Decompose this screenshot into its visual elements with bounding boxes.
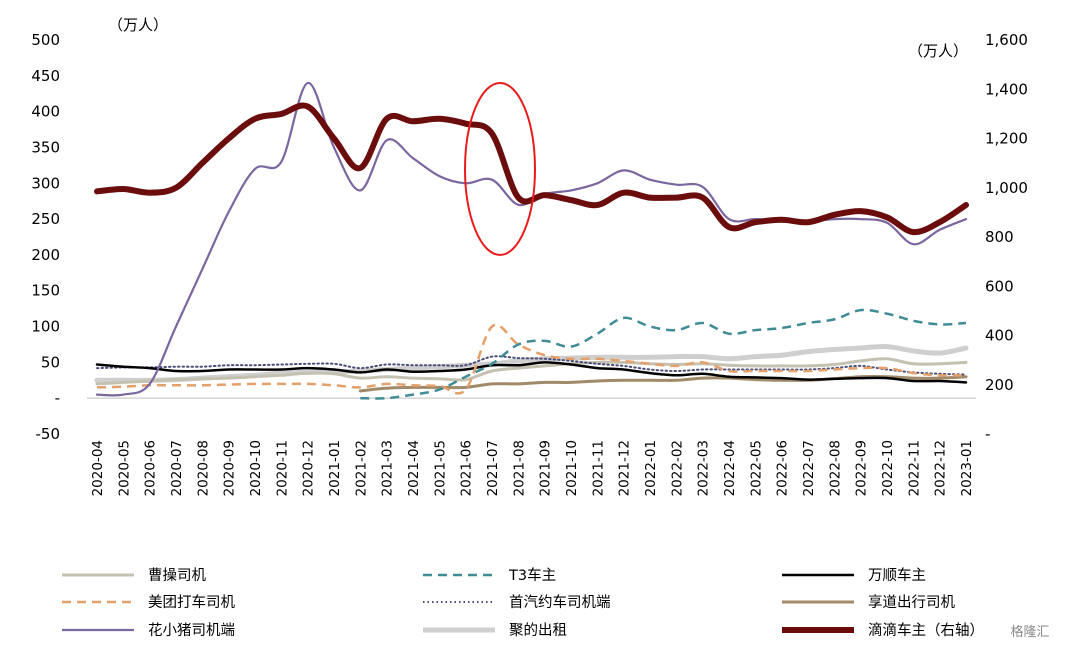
legend-label: 万顺车主 — [868, 567, 926, 584]
x-tick-label: 2020-09 — [222, 440, 238, 496]
legend-label: 滴滴车主（右轴） — [868, 621, 984, 639]
x-tick-label: 2021-12 — [617, 440, 633, 496]
left-tick-label: 50 — [41, 353, 60, 371]
x-tick-label: 2022-04 — [722, 440, 738, 496]
x-tick-label: 2021-08 — [511, 440, 527, 496]
left-tick-label: 300 — [31, 174, 60, 192]
x-tick-label: 2022-01 — [643, 440, 659, 496]
x-tick-label: 2022-03 — [696, 440, 712, 496]
x-tick-label: 2020-07 — [169, 440, 185, 496]
x-tick-label: 2022-08 — [827, 440, 843, 496]
legend-label: 美团打车司机 — [148, 594, 235, 611]
series-line-6 — [358, 374, 968, 393]
x-tick-label: 2021-04 — [406, 440, 422, 496]
legend-label: T3车主 — [508, 567, 556, 584]
right-tick-label: 800 — [985, 228, 1014, 246]
left-tick-label: 450 — [31, 67, 60, 85]
legend-label: 聚的出租 — [509, 622, 567, 639]
x-tick-label: 2023-01 — [959, 440, 975, 496]
series-line-5 — [96, 355, 967, 376]
left-tick-label: 150 — [31, 282, 60, 300]
right-tick-label: 200 — [985, 376, 1014, 394]
x-tick-label: 2021-10 — [564, 440, 580, 496]
x-tick-label: 2022-05 — [748, 440, 764, 496]
chart-axes: -50-50100150200250300350400450500-200400… — [31, 16, 1028, 496]
x-tick-label: 2020-10 — [248, 440, 264, 496]
series-line-4 — [96, 323, 967, 395]
series-line-2 — [360, 308, 967, 400]
x-tick-label: 2021-05 — [432, 440, 448, 496]
x-tick-label: 2021-07 — [485, 440, 501, 496]
left-tick-label: 400 — [31, 103, 60, 121]
right-tick-label: - — [985, 425, 990, 443]
x-tick-label: 2021-09 — [538, 440, 554, 496]
series-line-9 — [94, 102, 969, 236]
left-tick-label: 250 — [31, 210, 60, 228]
x-tick-label: 2022-10 — [880, 440, 896, 496]
legend-label: 花小猪司机端 — [148, 622, 235, 639]
highlight-ellipse — [464, 81, 536, 256]
x-tick-label: 2020-12 — [301, 440, 317, 496]
left-axis-unit: （万人） — [108, 16, 168, 34]
right-tick-label: 1,000 — [985, 179, 1028, 197]
right-tick-label: 1,600 — [985, 31, 1028, 49]
x-tick-label: 2022-06 — [775, 440, 791, 496]
plot-area — [94, 81, 969, 400]
x-tick-label: 2021-11 — [590, 440, 606, 496]
x-tick-label: 2022-11 — [906, 440, 922, 496]
x-tick-label: 2022-12 — [933, 440, 949, 496]
right-tick-label: 600 — [985, 277, 1014, 295]
x-tick-label: 2021-02 — [353, 440, 369, 496]
x-tick-label: 2020-11 — [274, 440, 290, 496]
x-tick-label: 2020-06 — [143, 440, 159, 496]
x-tick-label: 2021-06 — [459, 440, 475, 496]
legend-label: 享道出行司机 — [868, 594, 955, 611]
x-tick-label: 2020-04 — [90, 440, 106, 496]
left-tick-label: - — [55, 389, 60, 407]
x-tick-label: 2022-07 — [801, 440, 817, 496]
series-line-3 — [95, 361, 968, 384]
legend-label: 首汽约车司机端 — [509, 594, 611, 611]
right-tick-label: 1,400 — [985, 80, 1028, 98]
left-tick-label: 200 — [31, 246, 60, 264]
legend-label: 曹操司机 — [148, 567, 206, 584]
x-tick-label: 2020-08 — [195, 440, 211, 496]
x-tick-label: 2022-09 — [854, 440, 870, 496]
left-tick-label: 100 — [31, 318, 60, 336]
right-axis-unit: （万人） — [908, 42, 968, 60]
x-tick-label: 2020-05 — [116, 440, 132, 496]
right-tick-label: 400 — [985, 327, 1014, 345]
left-tick-label: 350 — [31, 138, 60, 156]
series-line-1 — [95, 357, 968, 386]
right-tick-label: 1,200 — [985, 130, 1028, 148]
left-tick-label: 500 — [31, 31, 60, 49]
left-tick-label: -50 — [36, 425, 61, 443]
x-tick-label: 2021-03 — [380, 440, 396, 496]
x-tick-label: 2022-02 — [669, 440, 685, 496]
watermark: 格隆汇 — [1010, 624, 1049, 640]
x-tick-label: 2021-01 — [327, 440, 343, 496]
